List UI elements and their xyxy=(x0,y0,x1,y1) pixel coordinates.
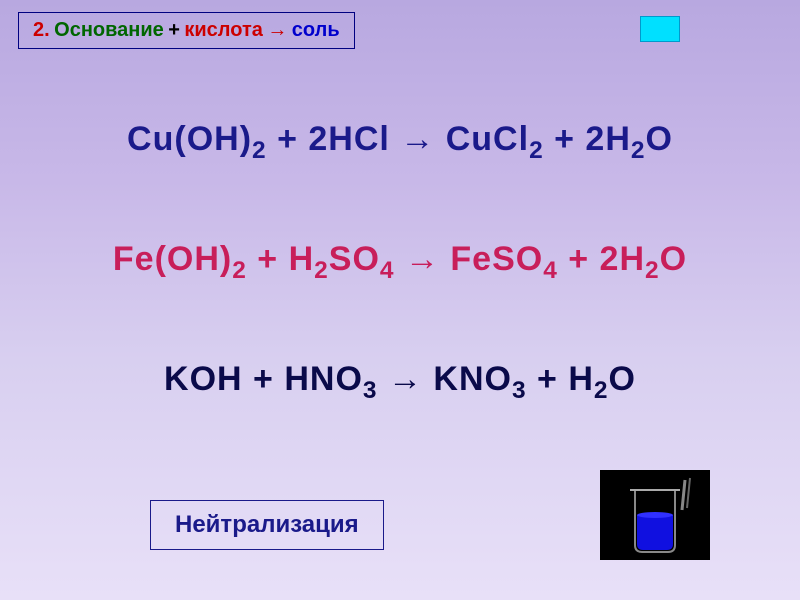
title-acid: кислота xyxy=(184,19,263,41)
equation-3: KOH + HNO3 → KNO3 + H2O xyxy=(0,360,800,399)
title-salt: соль xyxy=(292,19,340,41)
title-number: 2. xyxy=(33,19,50,41)
equation-1: Cu(OH)2 + 2HCl → CuCl2 + 2H2O xyxy=(0,120,800,159)
title-base: Основание xyxy=(54,19,164,41)
beaker-image xyxy=(600,470,710,560)
beaker-icon xyxy=(600,470,710,560)
equation-2: Fe(OH)2 + H2SO4 → FeSO4 + 2H2O xyxy=(0,240,800,279)
title-arrow: → xyxy=(267,19,287,41)
accent-box xyxy=(640,16,680,42)
neutralization-box: Нейтрализация xyxy=(150,500,384,550)
title-box: 2. Основание + кислота → соль xyxy=(18,12,355,49)
title-plus: + xyxy=(168,19,180,41)
